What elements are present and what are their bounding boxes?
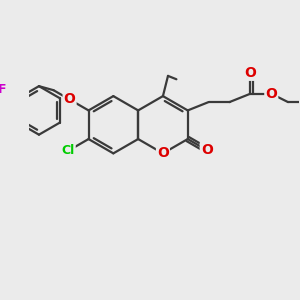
Text: Cl: Cl: [61, 144, 75, 157]
Text: O: O: [244, 66, 256, 80]
Text: O: O: [201, 143, 213, 157]
Text: O: O: [265, 87, 277, 101]
Text: O: O: [64, 92, 76, 106]
Text: O: O: [157, 146, 169, 161]
Text: F: F: [0, 82, 6, 95]
